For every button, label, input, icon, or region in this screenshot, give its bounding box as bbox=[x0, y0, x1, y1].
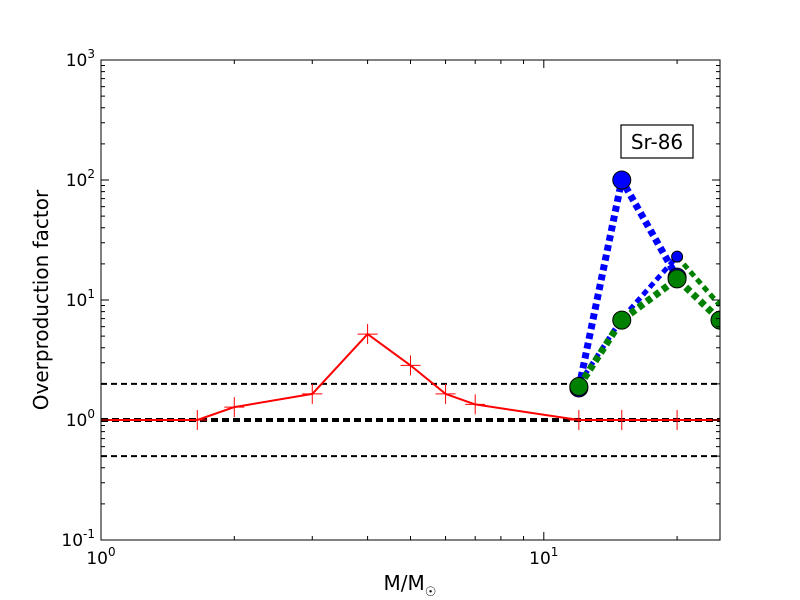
series-0-point bbox=[357, 324, 378, 345]
series-3-point bbox=[569, 377, 589, 397]
series-0-point bbox=[667, 410, 688, 430]
series-0-point bbox=[611, 410, 632, 430]
annotation-label: Sr-86 bbox=[631, 130, 683, 154]
y-tick-label: 10-1 bbox=[61, 527, 95, 551]
series-3-point bbox=[667, 269, 687, 289]
series-2-line bbox=[576, 254, 679, 386]
x-tick-label: 101 bbox=[529, 545, 558, 569]
y-tick-label: 100 bbox=[66, 407, 95, 431]
y-axis-label: Overproduction factor bbox=[29, 189, 53, 410]
annotation-box: Sr-86 bbox=[620, 124, 694, 159]
series-3-point bbox=[710, 310, 720, 330]
series-4-line bbox=[675, 254, 720, 308]
series-0-point bbox=[400, 355, 421, 376]
y-tick-label: 101 bbox=[66, 287, 95, 311]
series-0-point bbox=[435, 383, 456, 404]
x-axis-label-main: M/M bbox=[384, 571, 425, 595]
y-tick-label: 102 bbox=[66, 167, 95, 191]
plot-background bbox=[101, 60, 720, 540]
series-1-point bbox=[612, 170, 632, 190]
series-0-point bbox=[568, 410, 589, 430]
series-3-point bbox=[612, 310, 632, 330]
series-0-point bbox=[465, 394, 486, 415]
series-0-point bbox=[187, 410, 208, 430]
series-0-point bbox=[224, 397, 245, 418]
x-axis-label: M/M☉ bbox=[384, 571, 437, 600]
series-2-point bbox=[671, 250, 684, 263]
series-3-line bbox=[575, 275, 720, 389]
x-axis-label-sub: ☉ bbox=[425, 585, 437, 600]
x-tick-label: 100 bbox=[86, 545, 115, 569]
series-0-point bbox=[302, 383, 323, 404]
y-tick-label: 103 bbox=[66, 47, 95, 71]
plot-frame bbox=[100, 59, 721, 541]
